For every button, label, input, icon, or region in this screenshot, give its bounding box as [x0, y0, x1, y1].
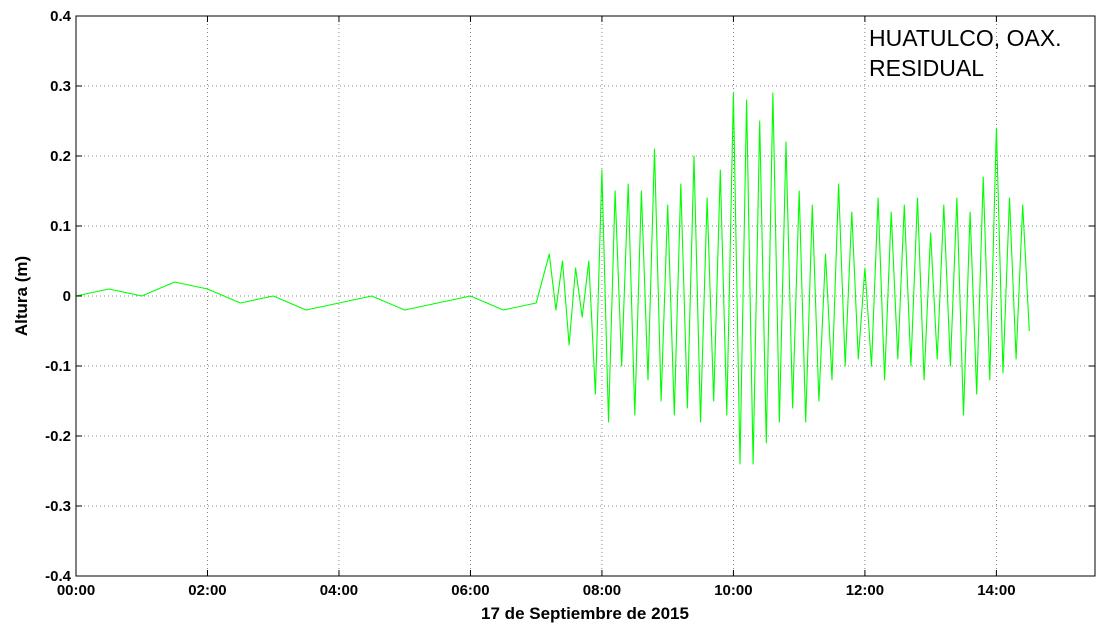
x-tick-label: 02:00 — [188, 582, 226, 599]
series-group — [75, 92, 1030, 465]
x-tick-label: 10:00 — [714, 582, 752, 599]
x-tick-label: 14:00 — [977, 582, 1015, 599]
x-tick-label: 00:00 — [57, 582, 95, 599]
y-axis-label: Altura (m) — [12, 256, 31, 336]
x-axis-label: 17 de Septiembre de 2015 — [481, 604, 689, 623]
x-tick-label: 12:00 — [846, 582, 884, 599]
y-tick-label: 0.3 — [50, 78, 71, 95]
x-tick-label: 04:00 — [320, 582, 358, 599]
y-tick-label: -0.1 — [45, 358, 71, 375]
series-line — [75, 92, 1030, 465]
plot-area — [76, 16, 1095, 576]
y-tick-label: 0.1 — [50, 218, 71, 235]
y-tick-label: 0 — [63, 288, 71, 305]
x-tick-label: 08:00 — [583, 582, 621, 599]
x-axis: 00:00 02:00 04:00 06:00 08:00 10:00 12:00 14:00 — [57, 16, 1016, 599]
residual-annotation: RESIDUAL — [869, 55, 984, 81]
y-tick-label: 0.4 — [50, 8, 72, 25]
y-axis: -0.4 -0.3 -0.2 -0.1 0 0.1 0.2 0.3 0.4 — [45, 8, 1095, 585]
y-tick-label: -0.2 — [45, 428, 71, 445]
x-tick-label: 06:00 — [451, 582, 489, 599]
y-tick-label: -0.3 — [45, 498, 71, 515]
station-annotation: HUATULCO, OAX. — [869, 25, 1062, 51]
y-tick-label: 0.2 — [50, 148, 71, 165]
y-tick-label: -0.4 — [45, 568, 72, 585]
